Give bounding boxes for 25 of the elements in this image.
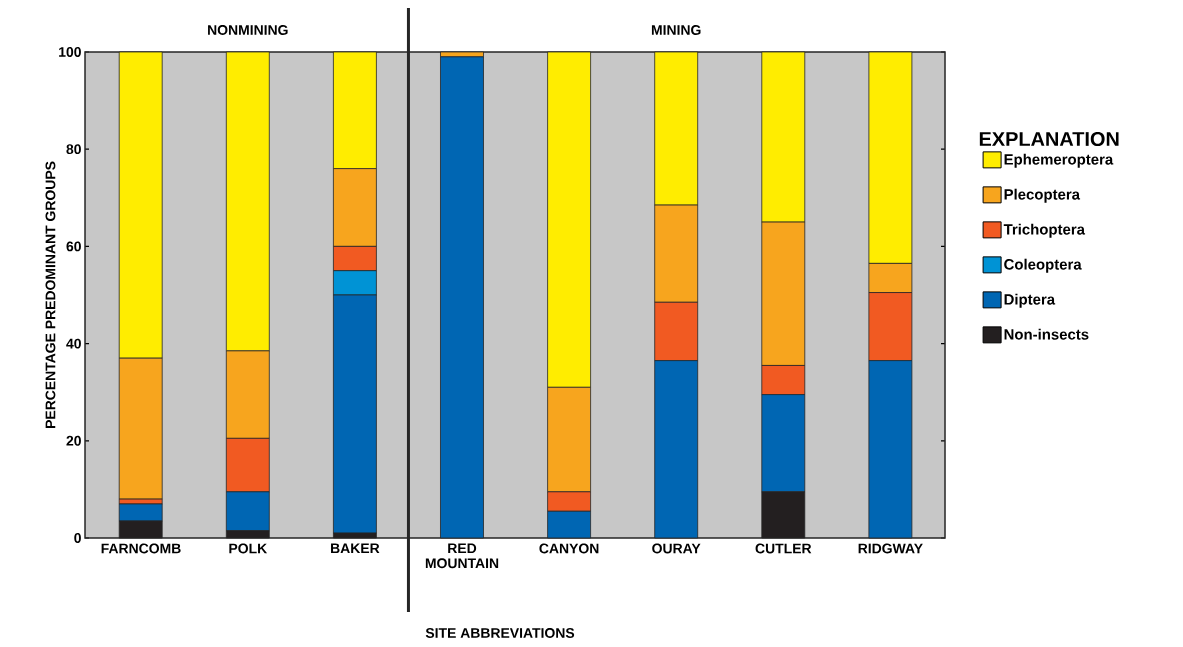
y-tick-label: 0	[74, 533, 81, 543]
x-tick-label: POLK	[229, 543, 268, 554]
x-tick-label: BAKER	[331, 543, 380, 554]
y-tick-label: 60	[66, 241, 81, 252]
x-tick-label: CANYON	[539, 543, 599, 554]
y-tick-label: 20	[66, 435, 81, 446]
legend-label: Ephemeroptera	[1004, 153, 1114, 168]
legend-label: Coleoptera	[1004, 258, 1082, 273]
y-axis-title: PERCENTAGE PREDOMINANT GROUPS	[45, 161, 56, 428]
x-tick-label: OURAY	[652, 543, 701, 554]
x-tick-label: FARNCOMB	[101, 543, 181, 554]
y-tick-label: 100	[59, 47, 81, 57]
x-axis-title: SITE ABBREVIATIONS	[425, 628, 575, 638]
x-tick-label: RIDGWAY	[858, 543, 923, 554]
text: MINING	[651, 25, 701, 35]
legend-label: Diptera	[1004, 293, 1056, 308]
x-tick-label: RED MOUNTAIN	[425, 543, 499, 569]
text: NONMINING	[208, 25, 288, 35]
legend-title: EXPLANATION	[979, 131, 1119, 147]
y-tick-label: 80	[66, 144, 81, 155]
x-tick-label: CUTLER	[755, 543, 812, 554]
legend-label: Non-insects	[1004, 328, 1089, 340]
legend-label: Trichoptera	[1003, 223, 1086, 238]
legend-label: Plecoptera	[1004, 188, 1081, 203]
y-tick-label: 40	[66, 338, 81, 349]
